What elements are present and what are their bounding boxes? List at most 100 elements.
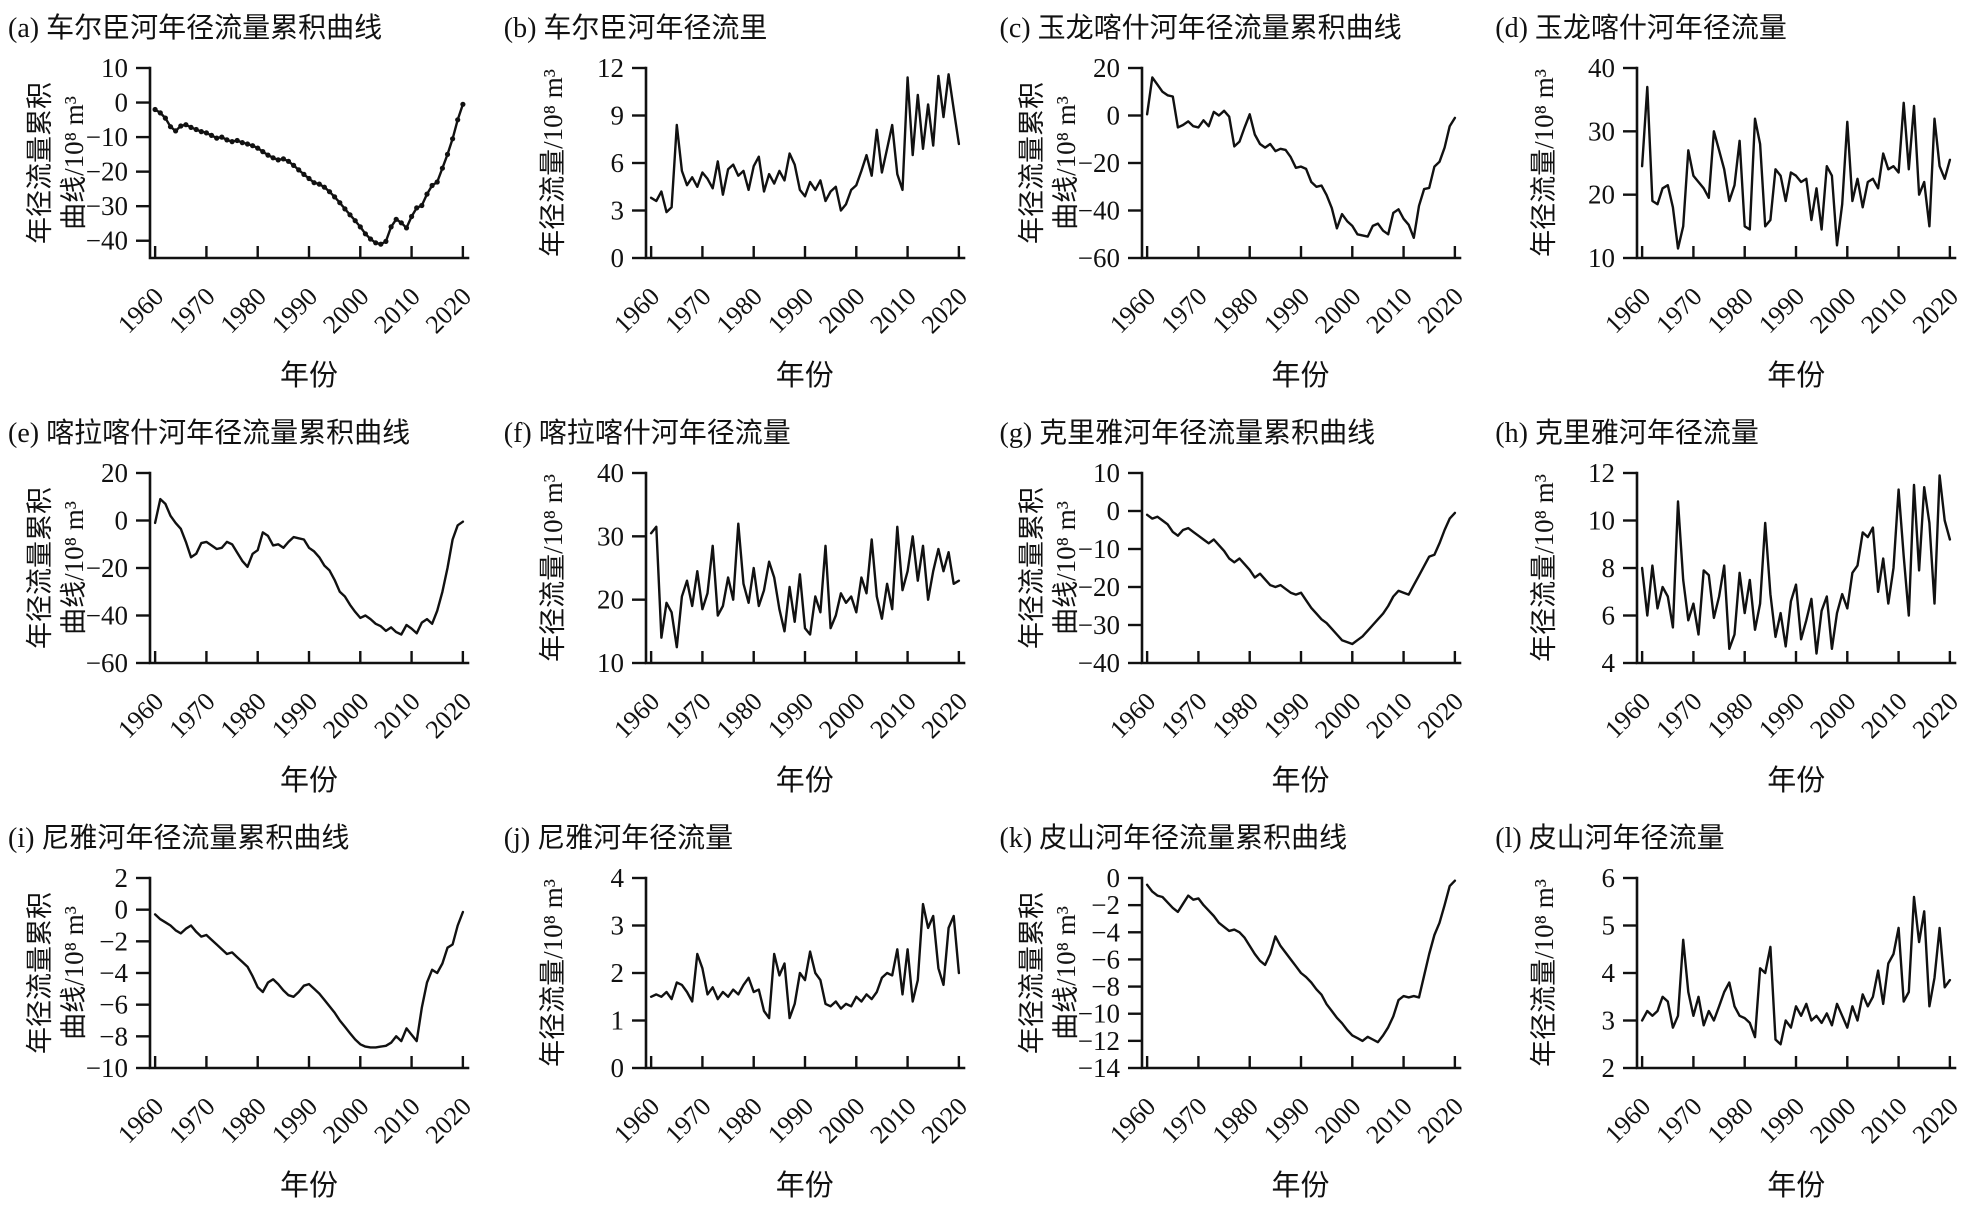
subplot-d: (d) 玉龙喀什河年径流量 年径流量/10⁸ m³ 10 20 30 40 1960 19… bbox=[1487, 0, 1983, 405]
subplot-g: (g) 克里雅河年径流量累积曲线 年径流量累积 曲线/10⁸ m³ 10 0 −10… bbox=[992, 405, 1488, 810]
x-tick-label: 1980 bbox=[215, 282, 272, 339]
y-tick-label: 30 bbox=[1588, 116, 1615, 146]
y-tick-label: −8 bbox=[1091, 972, 1120, 1002]
subplot-h-title: (h) 克里雅河年径流量 bbox=[1495, 418, 1759, 449]
y-tick-label: −10 bbox=[1077, 999, 1119, 1029]
y-tick-label: −30 bbox=[1077, 610, 1119, 640]
y-tick-label: 4 bbox=[1602, 648, 1616, 678]
subplot-a-x-axis-label: 年份 bbox=[279, 360, 338, 392]
y-axis-label-line: 年径流量累积 bbox=[1016, 487, 1047, 649]
y-axis-label-line: 年径流量/10⁸ m³ bbox=[537, 69, 568, 257]
x-tick-label: 2010 bbox=[1360, 282, 1417, 339]
subplot-c-title: (c) 玉龙喀什河年径流量累积曲线 bbox=[999, 13, 1402, 44]
subplot-l: (l) 皮山河年径流量 年径流量/10⁸ m³ 2 3 4 5 6 1960 1970 198… bbox=[1487, 810, 1983, 1215]
x-tick-label: 1960 bbox=[1599, 687, 1656, 744]
x-tick-label: 2000 bbox=[1805, 1092, 1862, 1149]
x-tick-label: 1970 bbox=[1651, 687, 1708, 744]
subplot-a-y-axis-label: 年径流量累积 曲线/10⁸ m³ bbox=[20, 33, 96, 293]
subplot-f-title: (f) 喀拉喀什河年径流量 bbox=[503, 418, 791, 449]
y-tick-label: −40 bbox=[86, 601, 128, 631]
y-tick-label: −10 bbox=[86, 1053, 128, 1083]
x-tick-label: 2000 bbox=[1309, 687, 1366, 744]
x-tick-label: 1980 bbox=[1702, 1092, 1759, 1149]
x-tick-label: 1970 bbox=[1155, 687, 1212, 744]
data-series-line bbox=[1145, 76, 1456, 239]
x-tick-label: 1960 bbox=[608, 687, 665, 744]
x-tick-label: 1990 bbox=[762, 1092, 819, 1149]
subplot-f-x-axis-label: 年份 bbox=[775, 765, 834, 797]
y-tick-label: 0 bbox=[1106, 101, 1120, 131]
y-tick-label: −10 bbox=[86, 122, 128, 152]
x-tick-label: 1960 bbox=[1599, 1092, 1656, 1149]
x-tick-label: 1990 bbox=[266, 687, 323, 744]
y-tick-label: 40 bbox=[597, 458, 624, 488]
x-tick-label: 1990 bbox=[266, 282, 323, 339]
x-tick-label: 1960 bbox=[112, 282, 169, 339]
x-tick-label: 1980 bbox=[710, 687, 767, 744]
y-axis-label-line: 年径流量累积 bbox=[25, 487, 56, 649]
subplot-e: (e) 喀拉喀什河年径流量累积曲线 年径流量累积 曲线/10⁸ m³ 20 0 −2… bbox=[0, 405, 496, 810]
data-series-line bbox=[649, 522, 960, 649]
y-tick-label: −20 bbox=[86, 553, 128, 583]
x-tick-label: 1970 bbox=[1155, 282, 1212, 339]
subplot-j-x-axis-label: 年份 bbox=[775, 1170, 834, 1202]
subplot-a-title: (a) 车尔臣河年径流量累积曲线 bbox=[8, 13, 383, 44]
x-tick-label: 1970 bbox=[659, 282, 716, 339]
x-tick-label: 2020 bbox=[1411, 1092, 1468, 1149]
y-tick-label: −8 bbox=[99, 1021, 128, 1051]
data-series-line bbox=[1641, 895, 1952, 1046]
x-tick-label: 2010 bbox=[1856, 282, 1913, 339]
x-tick-label: 2020 bbox=[916, 1092, 973, 1149]
y-tick-label: 6 bbox=[610, 148, 624, 178]
x-tick-label: 1970 bbox=[163, 1092, 220, 1149]
x-tick-label: 1960 bbox=[1104, 282, 1161, 339]
subplot-i-x-axis-label: 年份 bbox=[279, 1170, 338, 1202]
y-tick-label: −20 bbox=[86, 157, 128, 187]
subplot-h-x-axis-label: 年份 bbox=[1767, 765, 1826, 797]
x-tick-label: 2020 bbox=[1907, 1092, 1964, 1149]
y-tick-label: −2 bbox=[99, 926, 128, 956]
subplot-i-plot-area: 20−2−4−6−8−10 196019701980199020002010202… bbox=[86, 863, 477, 1149]
subplot-i-title: (i) 尼雅河年径流量累积曲线 bbox=[8, 823, 350, 854]
subplot-l-y-axis-label: 年径流量/10⁸ m³ bbox=[1507, 843, 1583, 1103]
y-tick-label: 6 bbox=[1602, 863, 1616, 893]
x-tick-label: 1990 bbox=[762, 687, 819, 744]
x-tick-label: 2010 bbox=[864, 282, 921, 339]
subplot-i: (i) 尼雅河年径流量累积曲线 年径流量累积 曲线/10⁸ m³ 2 0 −2 −4−… bbox=[0, 810, 496, 1215]
y-axis-label-line: 曲线/10⁸ m³ bbox=[1050, 96, 1081, 230]
x-tick-label: 2000 bbox=[1309, 282, 1366, 339]
data-series-line bbox=[153, 910, 465, 1049]
x-tick-label: 1980 bbox=[215, 687, 272, 744]
x-tick-label: 2000 bbox=[317, 1092, 374, 1149]
subplot-j-title: (j) 尼雅河年径流量 bbox=[503, 823, 734, 854]
y-tick-label: 0 bbox=[610, 1053, 624, 1083]
x-tick-label: 1970 bbox=[659, 687, 716, 744]
x-tick-label: 1990 bbox=[1257, 1092, 1314, 1149]
y-tick-label: 4 bbox=[610, 863, 624, 893]
y-tick-label: −40 bbox=[86, 226, 128, 256]
x-tick-label: 1990 bbox=[1753, 687, 1810, 744]
y-tick-label: 0 bbox=[1106, 863, 1120, 893]
x-tick-label: 1980 bbox=[1206, 1092, 1263, 1149]
y-tick-label: 2 bbox=[115, 863, 129, 893]
x-tick-label: 1990 bbox=[1753, 1092, 1810, 1149]
x-tick-label: 2020 bbox=[1411, 282, 1468, 339]
subplot-g-y-axis-label: 年径流量累积 曲线/10⁸ m³ bbox=[1012, 438, 1088, 698]
y-axis-label-line: 曲线/10⁸ m³ bbox=[1050, 501, 1081, 635]
x-tick-label: 1990 bbox=[1257, 282, 1314, 339]
subplot-f: (f) 喀拉喀什河年径流量 年径流量/10⁸ m³ 10 20 30 40 1960 19… bbox=[496, 405, 992, 810]
subplot-e-x-axis-label: 年份 bbox=[279, 765, 338, 797]
subplot-c-x-axis-label: 年份 bbox=[1271, 360, 1330, 392]
subplot-a-plot-area: 10 0 −10 −20 −30 −40 1960197019801990200020102… bbox=[86, 53, 477, 339]
x-tick-label: 1980 bbox=[710, 282, 767, 339]
x-tick-label: 1960 bbox=[1104, 687, 1161, 744]
subplot-b-title: (b) 车尔臣河年径流里 bbox=[503, 13, 768, 44]
x-tick-label: 2010 bbox=[1360, 1092, 1417, 1149]
x-tick-label: 2010 bbox=[1360, 687, 1417, 744]
x-tick-label: 2020 bbox=[1411, 687, 1468, 744]
y-tick-label: −6 bbox=[1091, 944, 1120, 974]
y-axis-label-line: 年径流量/10⁸ m³ bbox=[1529, 879, 1560, 1067]
x-tick-label: 1970 bbox=[1155, 1092, 1212, 1149]
x-tick-label: 2000 bbox=[813, 282, 870, 339]
